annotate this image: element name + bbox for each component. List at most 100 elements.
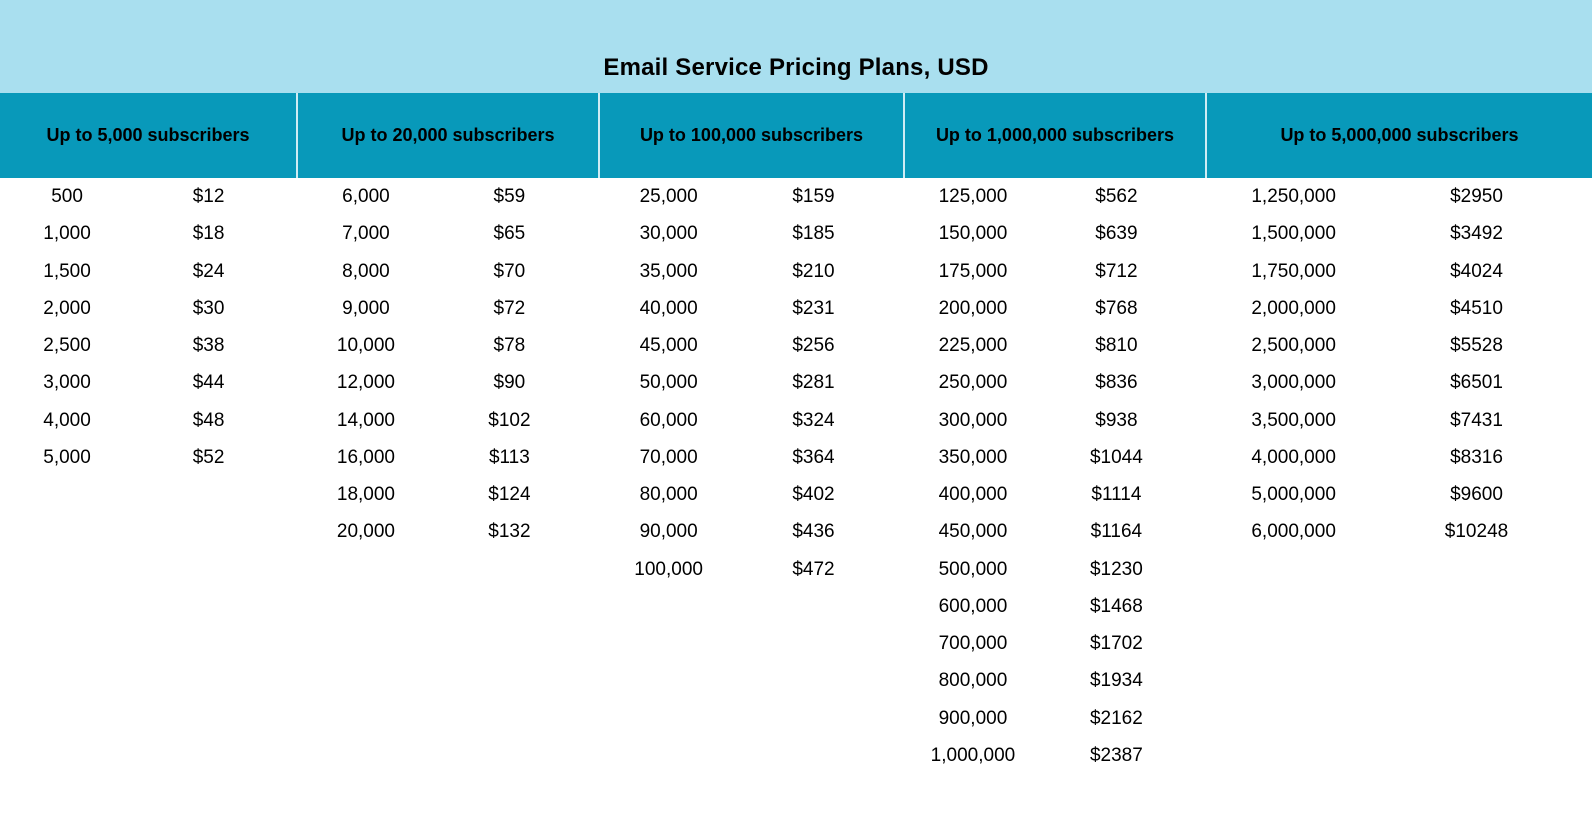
price-row: 50,000 $281 xyxy=(600,364,905,401)
price-value: $836 xyxy=(1095,372,1138,394)
subscriber-count: 35,000 xyxy=(639,260,698,282)
price-value: $256 xyxy=(792,335,835,357)
price-row: 450,000 $1164 xyxy=(905,513,1207,550)
price-row: 4,000 $48 xyxy=(0,402,298,439)
price-value: $4024 xyxy=(1450,260,1503,282)
price-value: $231 xyxy=(792,297,835,319)
subscriber-count: 1,000,000 xyxy=(930,744,1016,766)
subscriber-count: 9,000 xyxy=(342,297,390,319)
subscriber-count: 600,000 xyxy=(938,595,1008,617)
price-row: 20,000 $132 xyxy=(298,513,600,550)
price-value: $768 xyxy=(1095,297,1138,319)
subscriber-count: 200,000 xyxy=(938,297,1008,319)
subscriber-count: 2,500,000 xyxy=(1251,335,1336,357)
price-value: $712 xyxy=(1095,260,1138,282)
price-value: $159 xyxy=(792,186,835,208)
subscriber-count: 450,000 xyxy=(938,521,1008,543)
plan-group-4: Up to 1,000,000 subscribers 125,000 $562 15… xyxy=(905,93,1207,774)
subscriber-count: 100,000 xyxy=(634,558,703,580)
price-row: 250,000 $836 xyxy=(905,364,1207,401)
price-value: $1702 xyxy=(1089,633,1143,655)
group-body: 25,000 $159 30,000 $185 35,000 $210 40,000 $231… xyxy=(600,178,905,588)
price-row: 10,000 $78 xyxy=(298,327,600,364)
price-row: 90,000 $436 xyxy=(600,513,905,550)
price-row: 100,000 $472 xyxy=(600,551,905,588)
group-header: Up to 5,000,000 subscribers xyxy=(1207,93,1592,178)
price-row: 400,000 $1114 xyxy=(905,476,1207,513)
price-row: 2,500,000 $5528 xyxy=(1207,327,1592,364)
price-value: $113 xyxy=(488,446,530,468)
subscriber-count: 90,000 xyxy=(639,521,698,543)
subscriber-count: 45,000 xyxy=(639,335,698,357)
subscriber-count: 300,000 xyxy=(938,409,1008,431)
price-row: 25,000 $159 xyxy=(600,178,905,215)
price-row: 60,000 $324 xyxy=(600,402,905,439)
price-value: $1114 xyxy=(1091,484,1142,506)
subscriber-count: 900,000 xyxy=(938,707,1008,729)
subscriber-count: 18,000 xyxy=(336,484,395,506)
price-value: $1934 xyxy=(1089,670,1143,692)
price-row: 300,000 $938 xyxy=(905,402,1207,439)
price-value: $70 xyxy=(493,260,526,282)
subscriber-count: 40,000 xyxy=(639,297,698,319)
subscriber-count: 14,000 xyxy=(336,409,395,431)
subscriber-count: 400,000 xyxy=(938,484,1008,506)
price-row: 3,500,000 $7431 xyxy=(1207,402,1592,439)
price-row: 12,000 $90 xyxy=(298,364,600,401)
group-header: Up to 5,000 subscribers xyxy=(0,93,298,178)
price-row: 500,000 $1230 xyxy=(905,551,1207,588)
subscriber-count: 700,000 xyxy=(938,633,1008,655)
price-value: $639 xyxy=(1095,223,1138,245)
subscriber-count: 12,000 xyxy=(336,372,395,394)
price-row: 14,000 $102 xyxy=(298,402,600,439)
page-title: Email Service Pricing Plans, USD xyxy=(603,54,989,81)
subscriber-count: 4,000 xyxy=(43,409,91,431)
group-body: 125,000 $562 150,000 $639 175,000 $712 200,000… xyxy=(905,178,1207,774)
subscriber-count: 80,000 xyxy=(639,484,698,506)
subscriber-count: 5,000 xyxy=(43,446,91,468)
price-row: 6,000 $59 xyxy=(298,178,600,215)
price-row: 1,500,000 $3492 xyxy=(1207,215,1592,252)
plan-group-2: Up to 20,000 subscribers 6,000 $59 7,000 $65… xyxy=(298,93,600,551)
price-value: $38 xyxy=(192,335,225,357)
subscriber-count: 500,000 xyxy=(938,558,1008,580)
subscriber-count: 16,000 xyxy=(336,446,395,468)
price-row: 35,000 $210 xyxy=(600,253,905,290)
price-value: $12 xyxy=(192,186,225,208)
subscriber-count: 2,000,000 xyxy=(1251,297,1336,319)
price-value: $8316 xyxy=(1450,446,1503,468)
subscriber-count: 30,000 xyxy=(639,223,698,245)
price-value: $24 xyxy=(192,260,225,282)
price-value: $3492 xyxy=(1450,223,1503,245)
price-value: $281 xyxy=(792,372,835,394)
price-row: 6,000,000 $10248 xyxy=(1207,513,1592,550)
price-value: $59 xyxy=(493,186,526,208)
subscriber-count: 2,500 xyxy=(43,335,91,357)
price-row: 3,000 $44 xyxy=(0,364,298,401)
price-value: $1164 xyxy=(1090,521,1143,543)
price-value: $124 xyxy=(488,484,531,506)
group-header: Up to 100,000 subscribers xyxy=(600,93,905,178)
group-header: Up to 20,000 subscribers xyxy=(298,93,600,178)
group-body: 1,250,000 $2950 1,500,000 $3492 1,750,000 $40… xyxy=(1207,178,1592,551)
price-row: 800,000 $1934 xyxy=(905,662,1207,699)
price-value: $210 xyxy=(792,260,835,282)
plan-group-5: Up to 5,000,000 subscribers 1,250,000 $295… xyxy=(1207,93,1592,551)
price-value: $472 xyxy=(792,558,835,580)
price-value: $132 xyxy=(488,521,531,543)
price-value: $44 xyxy=(192,372,225,394)
subscriber-count: 8,000 xyxy=(342,260,390,282)
price-value: $18 xyxy=(192,223,225,245)
subscriber-count: 50,000 xyxy=(639,372,698,394)
price-value: $2162 xyxy=(1089,707,1143,729)
price-row: 1,750,000 $4024 xyxy=(1207,253,1592,290)
group-header: Up to 1,000,000 subscribers xyxy=(905,93,1207,178)
price-row: 500 $12 xyxy=(0,178,298,215)
price-row: 1,000 $18 xyxy=(0,215,298,252)
price-value: $562 xyxy=(1095,186,1138,208)
subscriber-count: 800,000 xyxy=(938,670,1008,692)
price-value: $65 xyxy=(493,223,526,245)
subscriber-count: 2,000 xyxy=(43,297,91,319)
price-value: $2387 xyxy=(1089,744,1143,766)
